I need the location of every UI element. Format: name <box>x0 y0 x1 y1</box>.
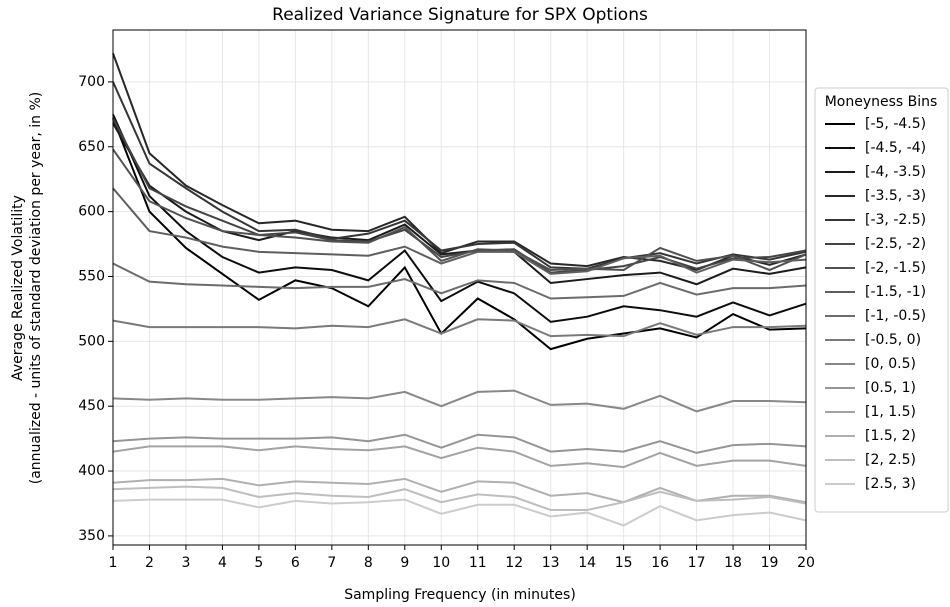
legend-label: [0.5, 1) <box>865 380 916 396</box>
x-tick-label: 3 <box>181 555 190 571</box>
legend-label: [1, 1.5) <box>865 404 916 420</box>
series-line <box>112 485 807 511</box>
x-tick-label: 19 <box>761 555 779 571</box>
series-line <box>112 389 807 413</box>
y-tick-label: 600 <box>78 204 105 220</box>
legend-label: [-1.5, -1) <box>865 284 926 300</box>
y-tick-label: 550 <box>78 268 105 284</box>
series-line <box>112 117 807 274</box>
x-tick-label: 15 <box>615 555 633 571</box>
series-line <box>112 445 807 469</box>
chart-title: Realized Variance Signature for SPX Opti… <box>272 5 648 25</box>
y-tick-label: 650 <box>78 139 105 155</box>
x-tick-label: 12 <box>505 555 523 571</box>
legend-label: [-3.5, -3) <box>865 188 926 204</box>
x-tick-label: 2 <box>145 555 154 571</box>
series-line <box>112 187 807 275</box>
y-tick-label: 350 <box>78 528 105 544</box>
x-tick-label: 13 <box>542 555 560 571</box>
x-tick-label: 4 <box>218 555 227 571</box>
legend-label: [-2.5, -2) <box>865 236 926 252</box>
legend-label: [1.5, 2) <box>865 428 916 444</box>
x-tick-label: 14 <box>578 555 596 571</box>
series-line <box>112 318 807 338</box>
y-axis-label: (annualized - units of standard deviatio… <box>28 92 44 485</box>
x-axis-label: Sampling Frequency (in minutes) <box>344 587 576 603</box>
x-tick-label: 6 <box>291 555 300 571</box>
y-tick-label: 450 <box>78 398 105 414</box>
x-tick-label: 20 <box>797 555 815 571</box>
y-axis-label: Average Realized Volatility <box>10 195 26 381</box>
x-tick-label: 1 <box>109 555 118 571</box>
legend-label: [2.5, 3) <box>865 476 916 492</box>
legend-label: [0, 0.5) <box>865 356 916 372</box>
legend-label: [-5, -4.5) <box>865 116 926 132</box>
series-line <box>112 262 807 300</box>
x-tick-label: 5 <box>254 555 263 571</box>
x-tick-label: 11 <box>469 555 487 571</box>
legend-label: [-4.5, -4) <box>865 140 926 156</box>
x-tick-label: 17 <box>688 555 706 571</box>
legend-label: [-4, -3.5) <box>865 164 926 180</box>
legend-box <box>814 87 949 513</box>
series-line <box>112 498 807 527</box>
plot-frame <box>112 29 807 546</box>
x-tick-label: 10 <box>432 555 450 571</box>
legend-title: Moneyness Bins <box>825 94 938 110</box>
series-line <box>112 113 807 323</box>
legend-label: [-3, -2.5) <box>865 212 926 228</box>
x-tick-label: 18 <box>724 555 742 571</box>
series-line <box>112 433 807 454</box>
series-line <box>112 81 807 270</box>
series-line <box>112 53 807 272</box>
series-line <box>112 117 807 351</box>
legend-label: [-1, -0.5) <box>865 308 926 324</box>
x-tick-label: 9 <box>400 555 409 571</box>
x-tick-label: 8 <box>364 555 373 571</box>
y-tick-label: 700 <box>78 74 105 90</box>
y-tick-label: 500 <box>78 333 105 349</box>
legend-label: [2, 2.5) <box>865 452 916 468</box>
x-tick-label: 16 <box>651 555 669 571</box>
x-tick-label: 7 <box>327 555 336 571</box>
series-line <box>112 148 807 272</box>
legend-label: [-0.5, 0) <box>865 332 921 348</box>
legend-label: [-2, -1.5) <box>865 260 926 276</box>
y-tick-label: 400 <box>78 463 105 479</box>
